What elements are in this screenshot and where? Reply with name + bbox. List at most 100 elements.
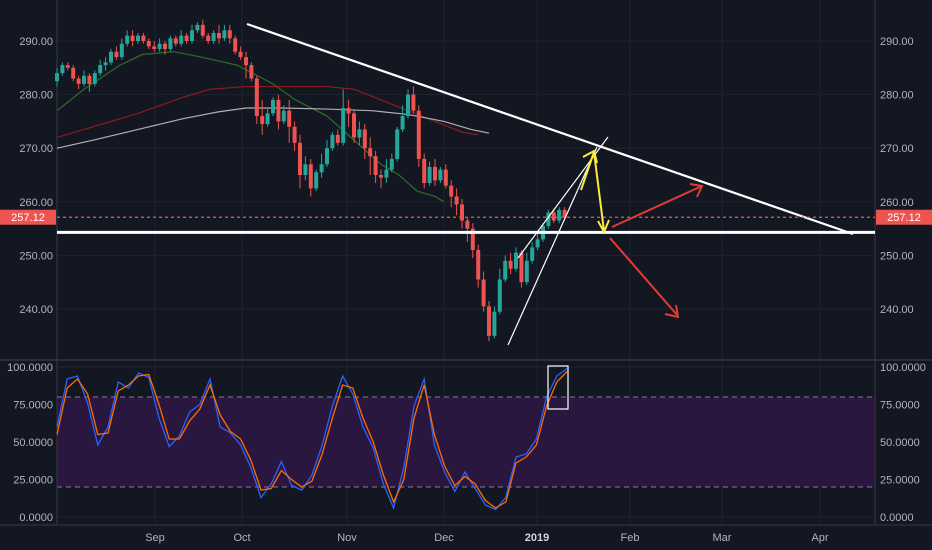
time-tick-label: 2019: [525, 532, 549, 544]
candle-body: [136, 35, 140, 41]
candle-body: [92, 73, 97, 84]
stochastic-range-band: [57, 397, 875, 487]
candle-body: [157, 43, 162, 50]
candle-body: [411, 94, 416, 111]
candle-body: [443, 169, 448, 186]
stochastic-line: [56, 367, 568, 511]
candle-body: [519, 252, 524, 283]
stochastic-tick-label-right: 50.0000: [880, 437, 920, 449]
price-badge-left-label: 257.12: [11, 212, 45, 224]
candle-body: [557, 209, 562, 221]
candle-body: [535, 239, 540, 248]
candle-body: [238, 51, 243, 58]
time-tick-label: Sep: [145, 532, 165, 544]
price-badge-left-bg: [0, 209, 56, 225]
candle-body: [190, 30, 194, 41]
candle-body: [254, 78, 259, 117]
stochastic-tick-label-left: 75.0000: [13, 400, 53, 412]
candle-body: [125, 35, 130, 44]
candle-body: [168, 38, 173, 50]
price-tick-label-left: 290.00: [19, 36, 53, 48]
red-projection-arrows[interactable]: [609, 183, 704, 319]
candle-body: [292, 126, 297, 143]
candle-body: [400, 116, 405, 130]
candle-body: [524, 260, 529, 283]
moving-average-line: [56, 107, 490, 149]
candle-body: [76, 78, 81, 84]
drawings[interactable]: [57, 22, 875, 410]
candle-body: [244, 57, 248, 66]
candle-body: [119, 43, 124, 58]
candle-body: [373, 156, 378, 175]
candle-body: [65, 65, 70, 68]
candle-body: [55, 73, 59, 82]
candle-body: [109, 51, 113, 63]
stochastic-tick-label-left: 0.0000: [19, 512, 53, 524]
price-tick-label-right: 240.00: [880, 304, 914, 316]
stochastic-axis-labels: 0.0000 0.0000 25.0000 25.0000 50.0000 50.0000…: [7, 362, 926, 524]
stochastic-tick-label-right: 75.0000: [880, 400, 920, 412]
time-tick-label: Apr: [811, 532, 828, 544]
candle-body: [562, 209, 567, 218]
candle-body: [103, 62, 108, 66]
candle-body: [179, 35, 184, 44]
channel-lower-line[interactable]: [507, 146, 598, 346]
candle-body: [308, 164, 313, 189]
candle-body: [173, 38, 178, 44]
moving-average-line: [56, 51, 445, 203]
candle-body: [152, 46, 157, 50]
time-axis-labels: Sep Oct Nov Dec 2019 Feb Mar Apr: [145, 532, 829, 544]
candle-body: [508, 260, 513, 269]
candle-body: [195, 24, 200, 31]
candle-body: [298, 142, 302, 175]
price-badge-right-label: 257.12: [887, 212, 921, 224]
stochastic-highlight-box[interactable]: [547, 365, 569, 410]
price-badge-right: 257.12: [876, 209, 932, 225]
candle-body: [222, 30, 227, 39]
candle-body: [416, 110, 421, 159]
candle-body: [470, 228, 475, 251]
candle-body: [357, 129, 362, 138]
price-badge-left: 257.12: [0, 209, 56, 225]
candle-body: [163, 43, 167, 50]
candle-body: [82, 75, 86, 84]
candle-body: [330, 134, 335, 149]
candle-body: [503, 260, 508, 280]
candle-body: [433, 166, 437, 181]
stochastic-tick-label-right: 0.0000: [880, 512, 914, 524]
candle-body: [276, 99, 281, 122]
candle-body: [384, 169, 389, 178]
candle-body: [141, 35, 146, 41]
time-tick-label: Nov: [337, 532, 357, 544]
candle-body: [492, 311, 497, 336]
price-tick-label-left: 250.00: [19, 250, 53, 262]
candle-body: [206, 35, 211, 41]
descending-trendline[interactable]: [246, 22, 854, 236]
candle-body: [281, 110, 286, 122]
candle-body: [335, 134, 340, 143]
price-tick-label-left: 240.00: [19, 304, 53, 316]
candle-body: [368, 148, 373, 157]
candle-body: [422, 158, 427, 184]
candle-body: [395, 129, 400, 159]
yellow-projection-arrows[interactable]: [580, 149, 610, 235]
candle-body: [130, 35, 135, 41]
candle-body: [233, 38, 238, 52]
candle-body: [60, 65, 65, 74]
candle-body: [319, 164, 324, 173]
candle-body: [249, 65, 254, 79]
candle-body: [551, 212, 556, 221]
candle-body: [341, 108, 346, 143]
candle-body: [406, 94, 410, 117]
price-tick-label-left: 270.00: [19, 143, 53, 155]
candle-body: [146, 41, 151, 47]
stochastic-tick-label-left: 50.0000: [13, 437, 53, 449]
candles: [55, 19, 567, 342]
price-tick-label-right: 290.00: [880, 36, 914, 48]
candle-body: [460, 204, 464, 221]
candle-body: [352, 113, 356, 138]
candle-body: [514, 252, 518, 269]
time-tick-label: Dec: [434, 532, 454, 544]
candle-body: [184, 35, 189, 41]
